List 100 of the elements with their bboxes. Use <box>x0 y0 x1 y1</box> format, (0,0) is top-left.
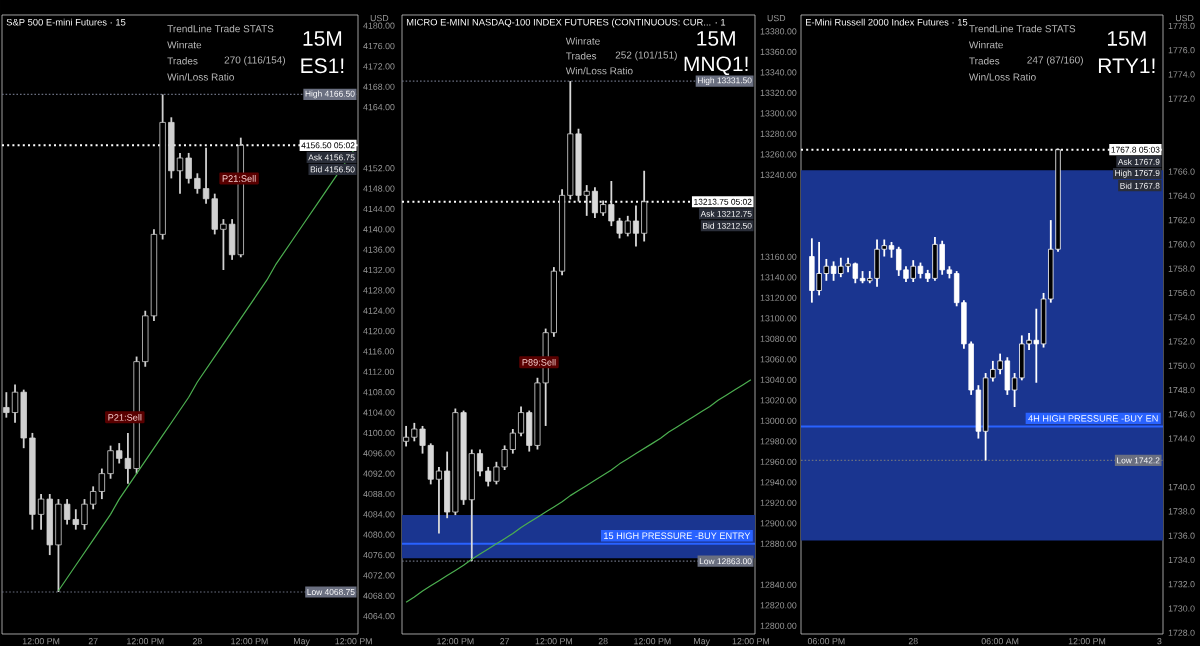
x-tick-label: 12:00 PM <box>127 638 164 645</box>
annotation: Trades <box>167 57 198 65</box>
annotation: Win/Loss Ratio <box>167 73 234 81</box>
y-tick-label: 4112.00 <box>363 368 394 375</box>
annotation: ES1! <box>301 58 344 74</box>
y-tick-label: 13040.00 <box>760 376 797 383</box>
annotation: High 1767.9 <box>1115 169 1160 178</box>
y-tick-label: 4136.00 <box>363 246 395 253</box>
candlestick <box>476 448 484 478</box>
annotation: Trades <box>969 57 1000 65</box>
annotation: Bid 13212.50 <box>703 222 752 229</box>
y-tick-label: 4164.00 <box>363 104 395 111</box>
candlestick <box>11 383 19 424</box>
x-tick-label: 12:00 PM <box>1068 638 1106 645</box>
y-tick-label: 4088.00 <box>363 490 395 498</box>
chart-title: S&P 500 E-mini Futures · 15 <box>6 18 126 26</box>
y-tick-label: 12880.00 <box>760 540 797 547</box>
x-tick-label: May <box>293 638 310 646</box>
y-tick-label: 12920.00 <box>760 499 797 506</box>
y-tick-label: 1778.0 <box>1168 22 1195 30</box>
y-tick-label: 4096.00 <box>363 450 395 457</box>
annotation: 270 (116/154) <box>224 56 286 66</box>
candlestick <box>509 428 516 455</box>
y-tick-label: 4132.00 <box>363 266 395 274</box>
x-tick-label: May <box>694 638 710 646</box>
candlestick <box>176 152 184 195</box>
y-tick-label: 4108.00 <box>363 389 395 396</box>
y-tick-label: 4068.00 <box>363 592 395 599</box>
y-tick-label: 13020.00 <box>760 397 797 404</box>
annotation: 247 (87/160) <box>1027 56 1083 66</box>
annotation: MNQ1! <box>684 56 748 76</box>
y-tick-label: 1764.0 <box>1168 192 1195 199</box>
y-tick-label: 12800.00 <box>760 622 797 629</box>
ref-line-label: High 4166.50 <box>305 90 355 99</box>
y-tick-label: 13360.00 <box>760 48 797 55</box>
annotation: RTY1! <box>1098 58 1155 73</box>
y-tick-label: 12980.00 <box>760 438 797 445</box>
x-tick-label: 27 <box>500 638 510 645</box>
y-tick-label: 1746.0 <box>1168 411 1195 418</box>
y-tick-label: 1730.0 <box>1168 605 1195 612</box>
ref-line-label: 13213.75 05:02 <box>694 198 752 205</box>
y-tick-label: 4072.00 <box>363 572 395 579</box>
y-tick-label: 13380.00 <box>760 28 797 35</box>
candlestick <box>518 405 525 438</box>
y-tick-label: 13140.00 <box>760 274 797 281</box>
y-tick-label: 4116.00 <box>363 348 394 355</box>
y-tick-label: 1734.0 <box>1168 556 1195 564</box>
y-tick-label: 12940.00 <box>760 479 797 486</box>
y-tick-label: 13340.00 <box>760 69 797 76</box>
x-tick-label: 12:00 PM <box>634 638 671 645</box>
y-tick-label: 1752.0 <box>1168 338 1195 345</box>
y-tick-label: 12960.00 <box>760 458 797 465</box>
x-tick-label: 12:00 PM <box>22 638 60 645</box>
y-tick-label: 4064.00 <box>363 613 395 620</box>
y-tick-label: 1758.0 <box>1168 265 1195 272</box>
x-tick-label: 12:00 PM <box>732 638 770 645</box>
x-tick-label: 28 <box>192 638 202 645</box>
y-tick-label: 1776.0 <box>1168 47 1195 54</box>
candlestick <box>107 444 114 480</box>
y-tick-label: 13260.00 <box>760 151 797 158</box>
ref-line-label: 4H HIGH PRESSURE -BUY EN <box>1028 415 1158 422</box>
y-tick-label: 4172.00 <box>363 63 395 70</box>
text: USD <box>1175 14 1194 22</box>
y-tick-label: 1732.0 <box>1168 581 1195 588</box>
y-tick-label: 13240.00 <box>760 171 797 178</box>
ref-line-label: 1767.8 05:03 <box>1111 146 1160 153</box>
y-tick-label: 12900.00 <box>760 520 797 527</box>
annotation: TrendLine Trade STATS <box>167 24 274 33</box>
y-tick-label: 4124.00 <box>363 307 395 314</box>
y-tick-label: 4092.00 <box>363 470 395 477</box>
candlestick <box>435 466 442 535</box>
x-tick-label: 12:00 PM <box>231 638 268 645</box>
y-tick-label: 1738.0 <box>1168 508 1195 515</box>
y-tick-label: 13120.00 <box>760 294 797 301</box>
y-tick-label: 4152.00 <box>363 165 395 172</box>
y-tick-label: 1740.0 <box>1168 484 1195 491</box>
y-tick-label: 12840.00 <box>760 581 797 588</box>
y-tick-label: 4076.00 <box>363 551 395 559</box>
y-tick-label: 1756.0 <box>1168 289 1195 297</box>
annotation: P21:Sell <box>108 413 142 421</box>
ref-line-label: Low 4068.75 <box>307 589 355 595</box>
candlestick <box>591 186 598 219</box>
y-tick-label: 13080.00 <box>760 335 797 342</box>
y-tick-label: 1736.0 <box>1168 532 1195 539</box>
x-tick-label: 06:00 AM <box>981 638 1019 645</box>
y-tick-label: 4176.00 <box>363 42 395 50</box>
annotation: Winrate <box>565 37 600 45</box>
annotation: TrendLine Trade STATS <box>969 24 1076 33</box>
y-tick-label: 1728.0 <box>1168 629 1195 636</box>
y-tick-label: 4144.00 <box>363 205 395 213</box>
annotation: 15M <box>697 31 735 46</box>
y-tick-label: 1774.0 <box>1168 71 1195 78</box>
candlestick <box>220 218 227 271</box>
y-tick-label: 4084.00 <box>363 511 395 518</box>
y-tick-label: 13160.00 <box>760 253 797 260</box>
annotation: Bid 1767.8 <box>1120 182 1160 189</box>
annotation: Ask 13212.75 <box>700 210 752 217</box>
x-tick-label: 12:00 PM <box>535 638 572 645</box>
ref-line-label: Low 12863.00 <box>699 558 752 565</box>
y-tick-label: 4148.00 <box>363 185 395 192</box>
